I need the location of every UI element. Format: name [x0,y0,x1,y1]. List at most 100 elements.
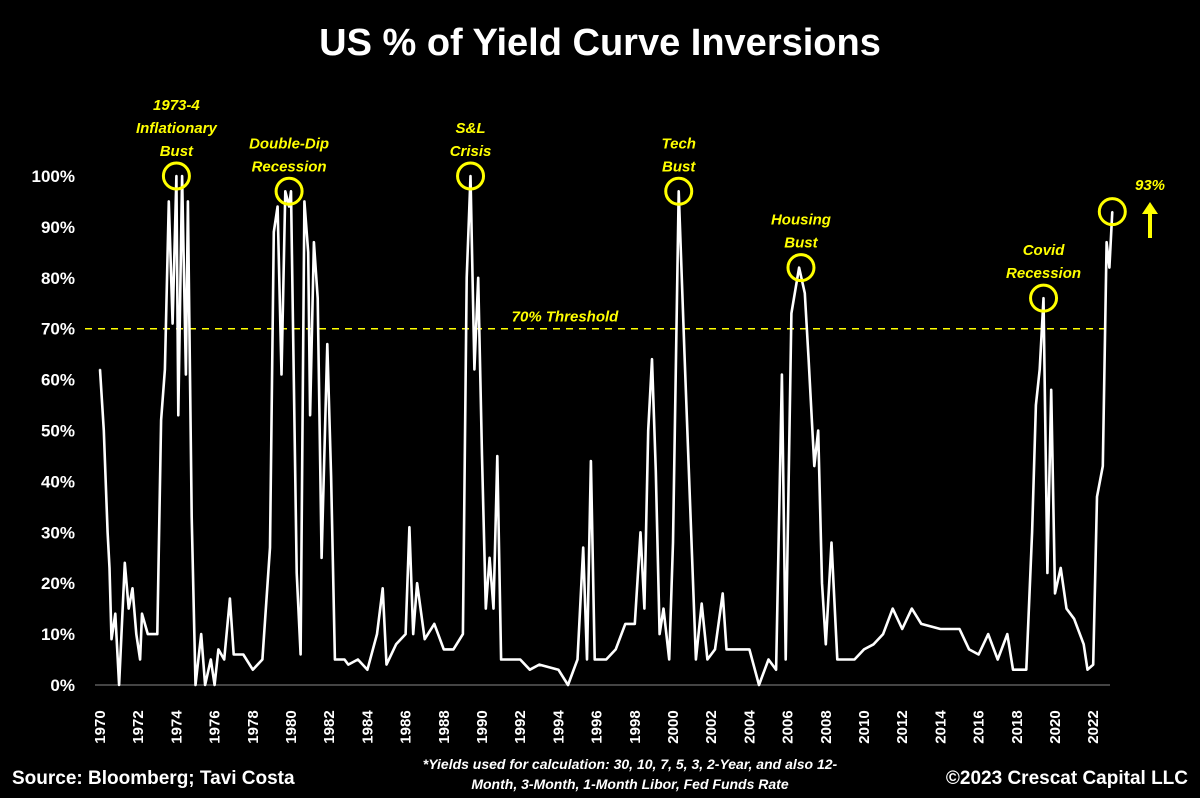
data-point [1111,210,1114,213]
data-point [462,633,464,635]
data-point [647,429,649,432]
data-point [290,190,292,193]
y-tick-label: 30% [41,523,75,542]
data-point [496,455,499,457]
data-point [488,556,491,559]
data-point [110,638,113,640]
data-point [1042,297,1045,299]
data-point [114,612,117,615]
data-point [204,684,206,686]
x-tick-label: 2006 [780,710,797,743]
annotation-label: Tech [662,135,696,152]
x-tick-label: 1982 [321,710,338,743]
data-point [586,658,588,661]
data-point [320,556,323,559]
data-point [775,668,777,671]
data-point [825,643,827,646]
data-point [200,633,203,635]
data-point [651,358,653,361]
data-point [146,633,149,635]
y-tick-label: 90% [41,218,75,237]
data-point [958,628,961,630]
y-tick-label: 20% [41,574,75,593]
data-point [473,368,476,371]
data-point [252,668,254,671]
data-point [830,541,833,544]
data-point [784,658,787,661]
annotation-label: Bust [160,143,194,160]
chart-title: US % of Yield Curve Inversions [319,22,881,64]
data-point [891,607,894,610]
data-point [376,633,378,635]
data-point [798,266,800,269]
data-point [672,541,674,544]
data-point [209,658,212,661]
data-point [273,231,275,233]
data-point [767,658,770,661]
data-point [326,343,329,345]
x-tick-label: 1996 [589,710,606,743]
data-point [185,373,187,376]
data-point [1073,618,1075,620]
data-point [412,633,415,635]
footnote: *Yields used for calculation: 30, 10, 7,… [360,754,900,794]
data-point [167,200,170,203]
x-tick-label: 1978 [245,710,262,743]
data-point [381,587,384,590]
data-point [276,205,279,208]
data-point [477,277,479,279]
data-point [232,653,235,656]
data-point [1092,663,1094,666]
annotation-label: Inflationary [136,120,218,137]
data-point [139,658,141,661]
data-point [1006,633,1009,635]
data-point [156,633,159,635]
data-point [968,648,970,651]
data-point [127,607,130,610]
y-tick-label: 100% [32,167,75,186]
data-point [528,668,531,671]
data-point [443,648,445,651]
data-point [683,353,686,355]
annotation-label: Recession [252,158,327,175]
data-point [261,658,264,661]
x-tick-label: 1970 [92,710,109,743]
data-point [288,205,290,208]
data-point [519,658,521,661]
data-point [1035,404,1037,406]
data-point [284,190,287,193]
data-point [821,582,823,584]
data-point [639,531,642,534]
annotation-circle [161,161,191,191]
y-tick-label: 80% [41,269,75,288]
data-point [1105,241,1108,243]
annotation-circle [1029,283,1059,313]
data-point [280,373,283,376]
data-point [141,612,143,615]
data-point [567,684,569,686]
y-tick-label: 0% [50,676,75,695]
data-point [485,607,487,610]
x-tick-label: 2018 [1009,710,1026,743]
data-point [99,368,101,371]
data-point [303,200,306,203]
data-point [576,658,579,661]
data-point [590,460,592,462]
data-point [1101,465,1104,467]
data-point [939,628,942,630]
data-point [175,175,178,177]
data-point [836,658,839,661]
data-point [366,668,369,671]
annotation-label: Recession [1006,265,1081,282]
x-tick-label: 2016 [971,710,988,743]
series-line [98,174,1114,687]
x-tick-label: 2008 [818,710,835,743]
x-tick-label: 2010 [856,710,873,743]
data-point [465,277,468,279]
data-point [1108,266,1111,269]
data-point [177,414,180,417]
annotation-label: Bust [662,158,696,175]
data-point [725,648,728,651]
data-point [863,648,865,651]
footnote-line-2: Month, 3-Month, 1-Month Libor, Fed Funds… [471,776,789,792]
